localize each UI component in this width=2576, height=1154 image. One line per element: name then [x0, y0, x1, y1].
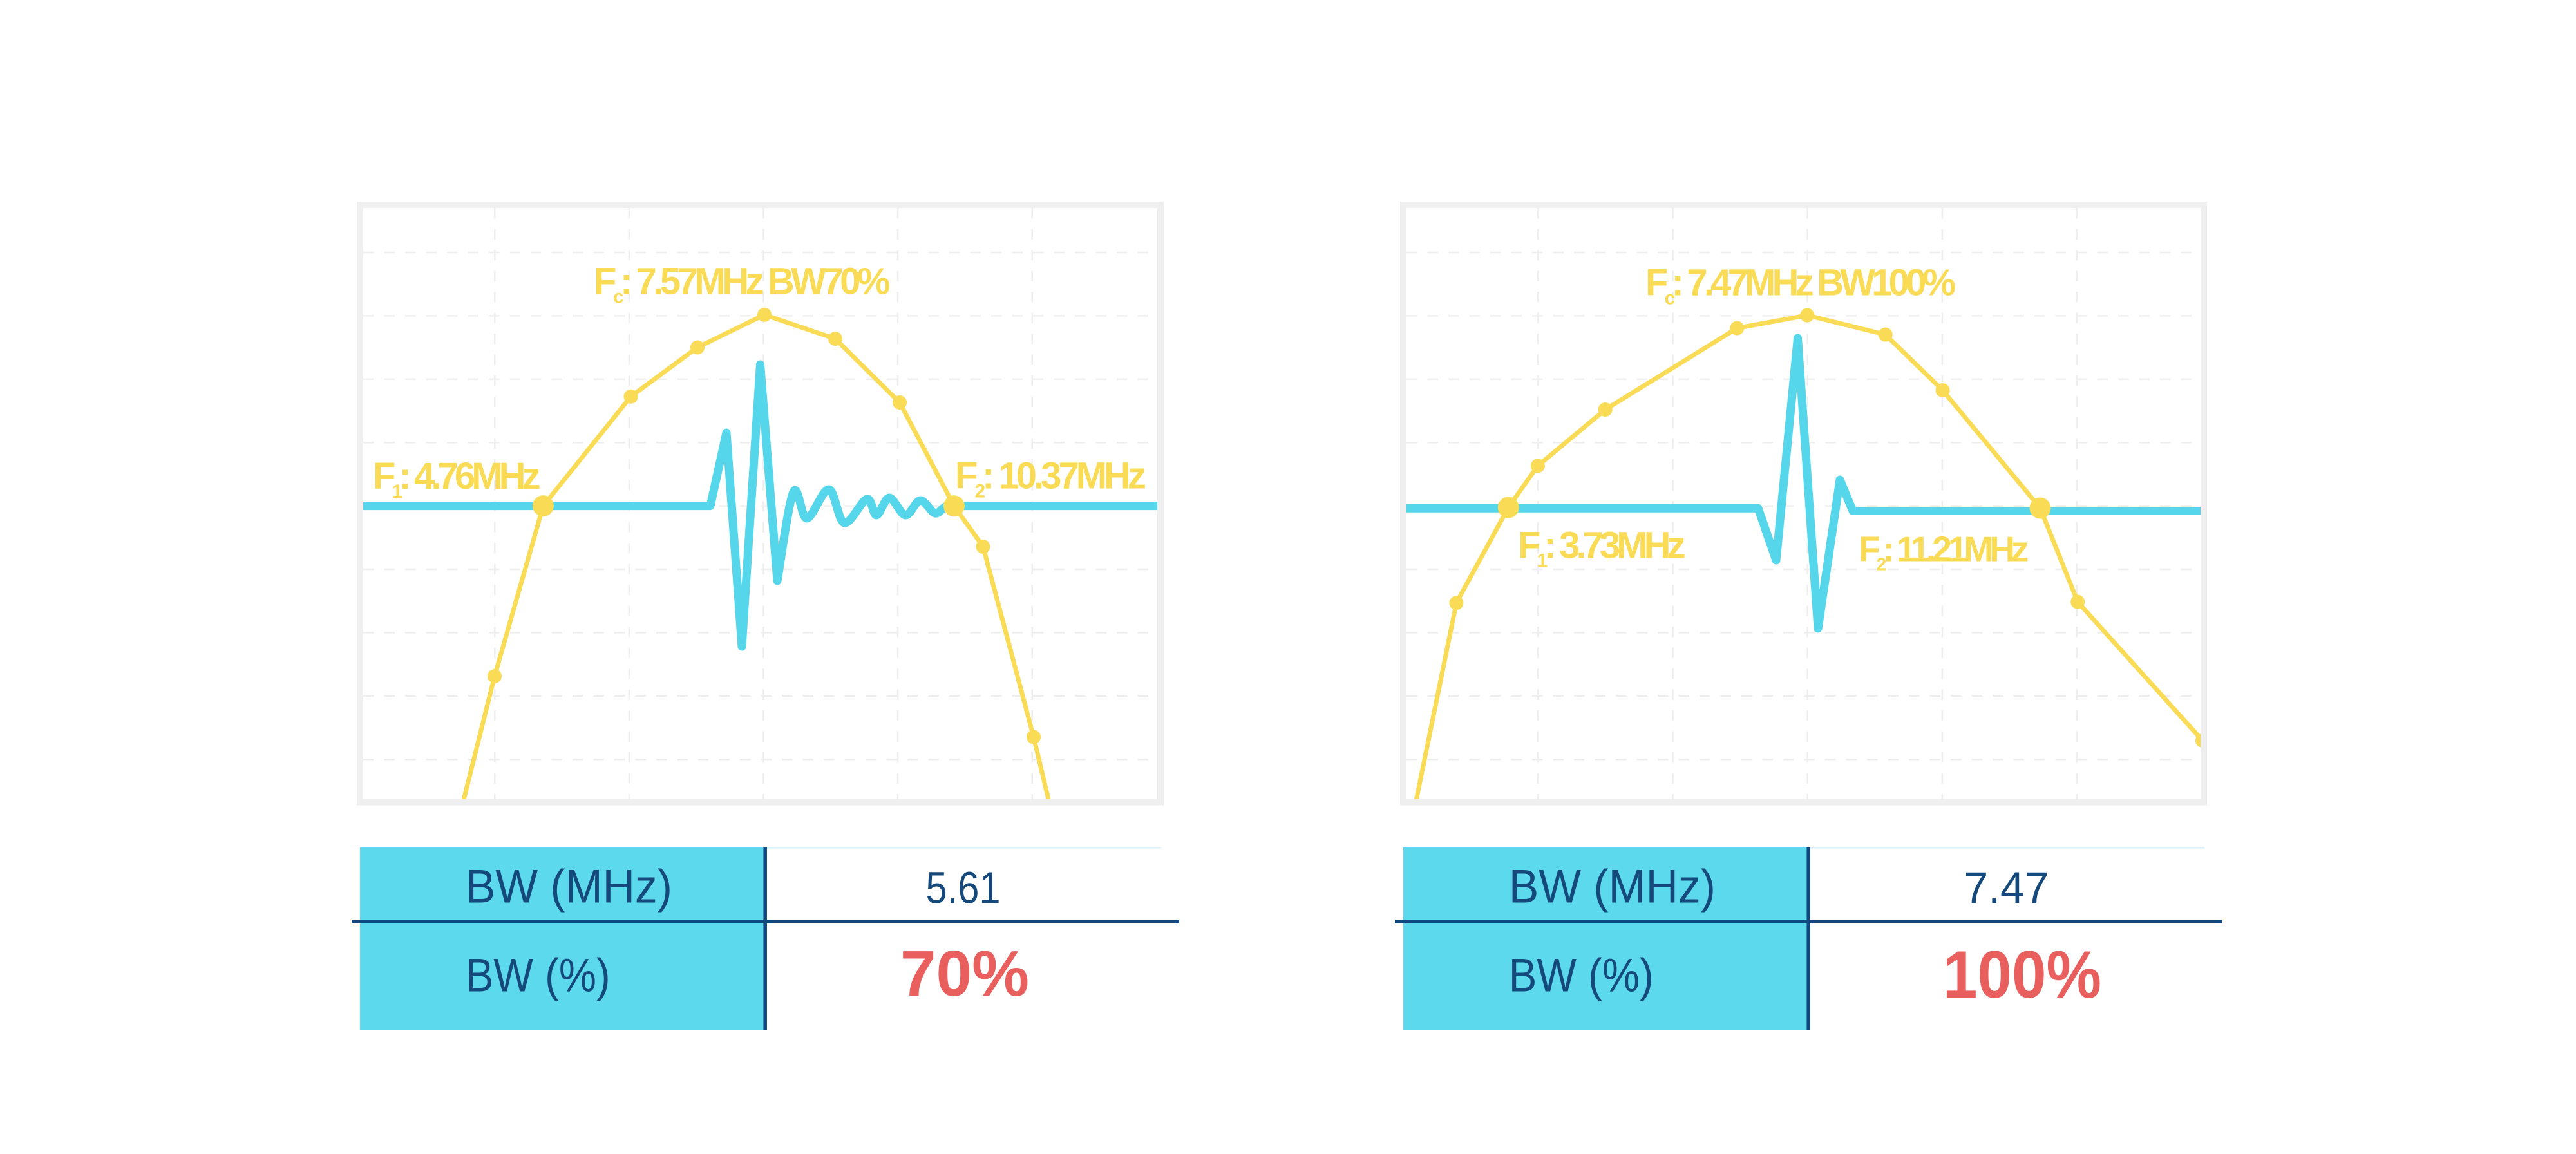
svg-text:BW (%): BW (%) [1509, 949, 1654, 1001]
svg-text:100%: 100% [1943, 938, 2101, 1012]
svg-text:7.47: 7.47 [1964, 862, 2049, 913]
svg-text:BW (MHz): BW (MHz) [466, 861, 672, 913]
svg-text:70%: 70% [900, 938, 1029, 1010]
svg-text:BW (MHz): BW (MHz) [1509, 861, 1716, 913]
svg-text:Fc: 7.47MHz BW100%: Fc: 7.47MHz BW100% [1645, 262, 1956, 309]
svg-text:F1: 4.76MHz: F1: 4.76MHz [373, 455, 540, 502]
svg-text:F2: 11.21MHz: F2: 11.21MHz [1859, 529, 2028, 574]
svg-text:BW (%): BW (%) [466, 949, 611, 1001]
svg-text:F2: 10.37MHz: F2: 10.37MHz [955, 455, 1145, 502]
svg-text:Fc: 7.57MHz BW70%: Fc: 7.57MHz BW70% [594, 261, 890, 308]
svg-text:F1: 3.73MHz: F1: 3.73MHz [1518, 525, 1685, 572]
svg-text:5.61: 5.61 [926, 862, 1001, 913]
